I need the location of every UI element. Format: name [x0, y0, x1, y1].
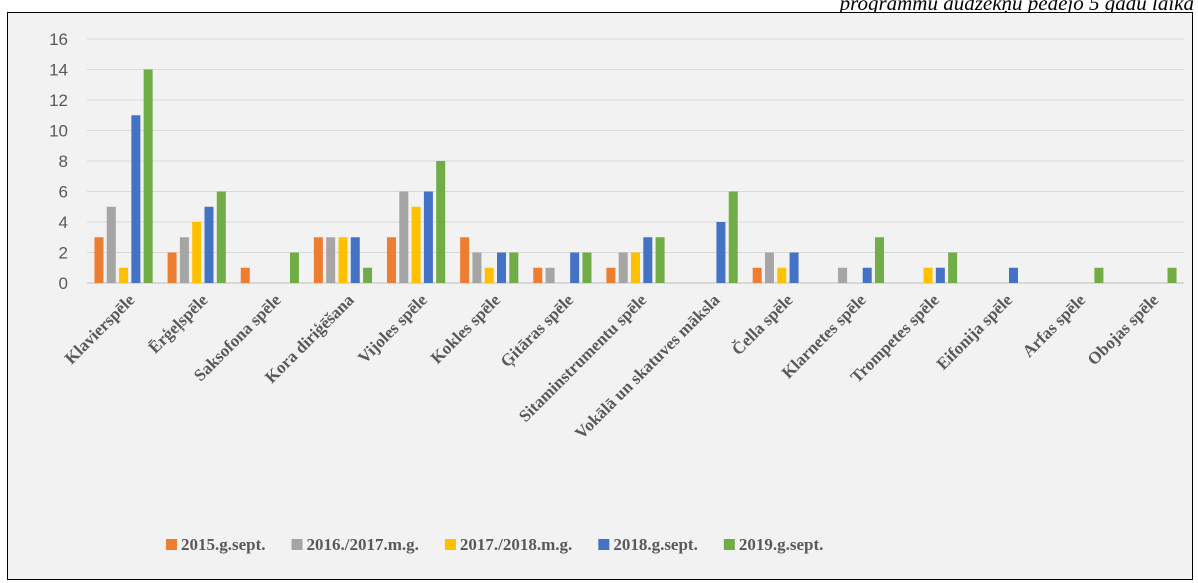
bar [119, 267, 129, 283]
caption-text: programmu audzēkņu pēdējo 5 gadu laikā [839, 0, 1194, 14]
legend-item: 2017./2018.m.g. [444, 535, 572, 554]
bar [1094, 267, 1104, 283]
x-tick-label: Vijoles spēle [354, 290, 431, 367]
legend-swatch [598, 539, 610, 550]
legend-item: 2015.g.sept. [166, 535, 266, 554]
bar [631, 252, 640, 283]
bar [838, 267, 848, 283]
legend-item: 2019.g.sept. [723, 535, 824, 554]
y-tick-label: 12 [49, 91, 68, 110]
bar [935, 267, 945, 283]
legend-label: 2016./2017.m.g. [307, 535, 419, 554]
bar [1008, 267, 1018, 283]
legend-swatch [723, 539, 735, 550]
bar [399, 191, 409, 283]
bar [1167, 267, 1177, 283]
y-tick-label: 4 [59, 213, 68, 232]
bar [484, 267, 494, 283]
legend-swatch [291, 539, 303, 550]
bar [789, 252, 799, 283]
bar [545, 267, 555, 283]
bar [655, 237, 665, 283]
bar [106, 206, 116, 283]
bar [606, 267, 616, 283]
x-tick-label: Vokālā un skatuves māksla [571, 290, 724, 443]
x-tick-label: Sitaminstrumentu spēle [515, 290, 651, 426]
legend-label: 2015.g.sept. [181, 535, 266, 554]
bar [923, 267, 933, 283]
x-tick-label: Klavierspēle [61, 290, 139, 368]
bar [643, 237, 653, 283]
bars [94, 69, 1177, 283]
y-tick-label: 2 [59, 244, 68, 263]
bar [948, 252, 958, 283]
bar [570, 252, 580, 283]
legend-label: 2017./2018.m.g. [460, 535, 572, 554]
legend-item: 2016./2017.m.g. [291, 535, 419, 554]
bar [192, 222, 202, 283]
x-tick-label: Arfas spēle [1019, 290, 1090, 361]
bar [216, 191, 226, 283]
bar [350, 237, 360, 283]
bar [326, 237, 336, 283]
bar [509, 252, 519, 283]
bar [411, 206, 421, 283]
bar [728, 191, 738, 283]
bar [94, 237, 104, 283]
legend-swatch [166, 539, 177, 550]
bar [533, 267, 543, 283]
bar [363, 267, 373, 283]
bar [472, 252, 482, 283]
bar [716, 222, 726, 283]
y-tick-label: 16 [49, 30, 68, 49]
bar [179, 237, 189, 283]
bar [240, 267, 250, 283]
bar [764, 252, 774, 283]
y-tick-label: 10 [49, 122, 68, 141]
bar [289, 252, 299, 283]
bar [131, 115, 141, 283]
bar [204, 206, 214, 283]
y-tick-label: 8 [59, 152, 68, 171]
y-tick-label: 14 [49, 61, 68, 80]
bar [313, 237, 323, 283]
x-tick-label: Kokles spēle [427, 290, 505, 368]
x-tick-label: Ģitāras spēle [497, 290, 579, 372]
top-caption: programmu audzēkņu pēdējo 5 gadu laikā [0, 0, 1198, 14]
bar [436, 161, 446, 283]
legend: 2015.g.sept. 2016./2017.m.g. 2017./2018.m.… [166, 535, 823, 554]
bar [875, 237, 884, 283]
legend-swatch [444, 539, 456, 550]
y-tick-label: 6 [59, 183, 68, 202]
bar [777, 267, 787, 283]
bar [497, 252, 507, 283]
bar [618, 252, 628, 283]
gridlines [87, 38, 1184, 284]
bar [143, 69, 153, 283]
bar [387, 237, 396, 283]
x-tick-label: Ērģeļspēle [145, 290, 213, 358]
x-tick-label: Eifonija spēle [933, 290, 1017, 374]
chart-frame [7, 12, 1193, 580]
bar [167, 252, 177, 283]
bar [460, 237, 470, 283]
legend-item: 2018.g.sept. [598, 535, 698, 554]
legend-label: 2019.g.sept. [739, 535, 824, 554]
bar [862, 267, 872, 283]
x-tick-label: Obojas spēle [1084, 290, 1163, 369]
legend-label: 2018.g.sept. [613, 535, 698, 554]
bar [582, 252, 592, 283]
y-tick-label: 0 [59, 274, 68, 293]
bar [423, 191, 433, 283]
y-axis: 0 2 4 6 8 10 12 14 16 [49, 30, 68, 293]
bar [338, 237, 348, 283]
x-tick-label: Čella spēle [728, 290, 797, 359]
bar [752, 267, 762, 283]
